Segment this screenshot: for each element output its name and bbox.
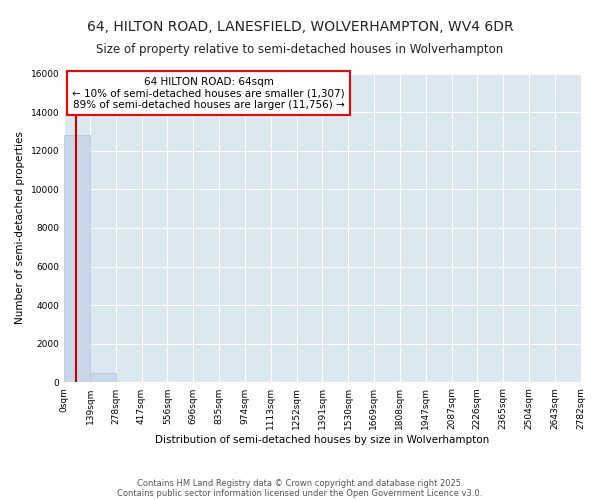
Y-axis label: Number of semi-detached properties: Number of semi-detached properties [15, 132, 25, 324]
Text: Contains HM Land Registry data © Crown copyright and database right 2025.: Contains HM Land Registry data © Crown c… [137, 478, 463, 488]
Text: Size of property relative to semi-detached houses in Wolverhampton: Size of property relative to semi-detach… [97, 42, 503, 56]
Text: 64, HILTON ROAD, LANESFIELD, WOLVERHAMPTON, WV4 6DR: 64, HILTON ROAD, LANESFIELD, WOLVERHAMPT… [86, 20, 514, 34]
Text: 64 HILTON ROAD: 64sqm
← 10% of semi-detached houses are smaller (1,307)
89% of s: 64 HILTON ROAD: 64sqm ← 10% of semi-deta… [73, 76, 345, 110]
Text: Contains public sector information licensed under the Open Government Licence v3: Contains public sector information licen… [118, 488, 482, 498]
Bar [64, 136, 90, 382]
Bar [90, 373, 116, 382]
X-axis label: Distribution of semi-detached houses by size in Wolverhampton: Distribution of semi-detached houses by … [155, 435, 490, 445]
